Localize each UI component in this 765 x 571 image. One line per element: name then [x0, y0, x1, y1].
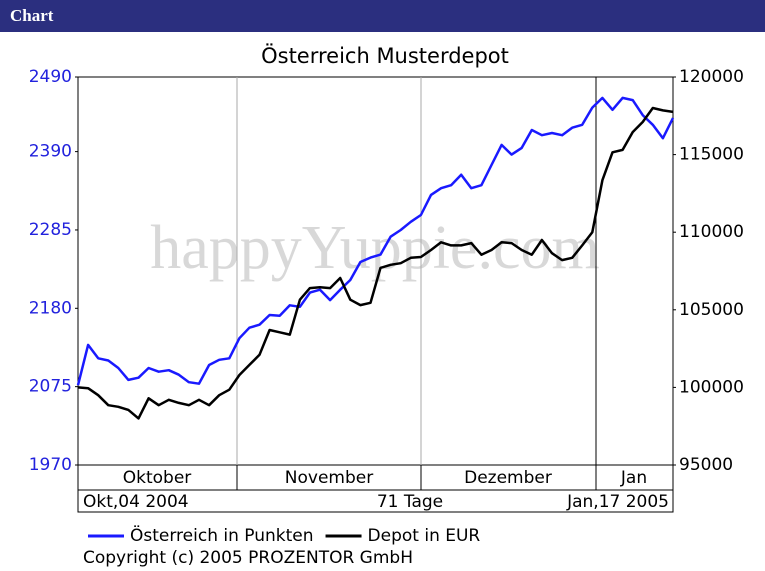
y2-tick-label: 120000	[679, 67, 744, 87]
y-tick-label: 2285	[29, 220, 72, 240]
y-tick-label: 2390	[29, 142, 72, 162]
y2-tick-label: 100000	[679, 377, 744, 397]
y-tick-label: 2490	[29, 67, 72, 87]
start-date: Okt,04 2004	[83, 492, 189, 512]
y2-tick-label: 115000	[679, 145, 744, 165]
series-line	[76, 96, 675, 386]
month-label: Dezember	[464, 468, 552, 488]
span-label: 71 Tage	[377, 492, 443, 512]
month-label: November	[285, 468, 373, 488]
y-tick-label: 2180	[29, 298, 72, 318]
legend-label: Depot in EUR	[368, 526, 481, 546]
month-label: Oktober	[123, 468, 192, 488]
header-title: Chart	[10, 6, 54, 25]
header-bar	[0, 0, 765, 32]
plot-frame	[77, 76, 674, 513]
copyright: Copyright (c) 2005 PROZENTOR GmbH	[83, 548, 413, 568]
y2-tick-label: 95000	[679, 455, 733, 475]
end-date: Jan,17 2005	[566, 492, 669, 512]
y-tick-label: 2075	[29, 377, 72, 397]
month-label: Jan	[620, 468, 647, 488]
y2-tick-label: 105000	[679, 300, 744, 320]
watermark: happyYuppie.com	[150, 214, 599, 282]
y2-tick-label: 110000	[679, 222, 744, 242]
y-tick-label: 1970	[29, 455, 72, 475]
chart-title: Österreich Musterdepot	[261, 43, 509, 68]
legend-label: Österreich in Punkten	[130, 524, 314, 546]
series-line	[77, 106, 674, 420]
